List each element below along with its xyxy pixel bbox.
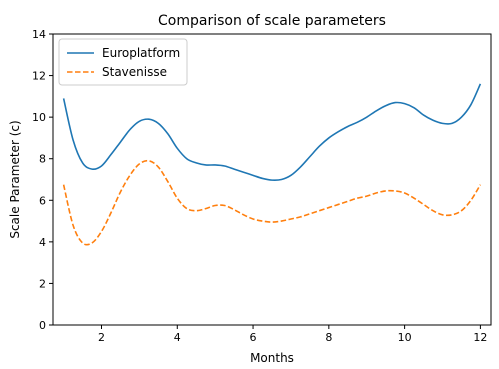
series-layer bbox=[62, 83, 482, 246]
y-tick-label: 2 bbox=[39, 277, 46, 290]
ticks-layer: 2 4 6 8 10 12 0 2 4 6 8 10 12 14 bbox=[32, 28, 487, 344]
x-tick-label: 8 bbox=[325, 331, 332, 344]
legend-label: Stavenisse bbox=[102, 65, 167, 79]
y-tick-label: 8 bbox=[39, 153, 46, 166]
y-tick-label: 0 bbox=[39, 319, 46, 332]
x-tick-label: 2 bbox=[98, 331, 105, 344]
legend: Europlatform Stavenisse bbox=[58, 38, 188, 86]
x-axis-label: Months bbox=[250, 351, 294, 365]
y-tick-label: 10 bbox=[32, 111, 46, 124]
x-tick-label: 6 bbox=[250, 331, 257, 344]
y-tick-label: 6 bbox=[39, 194, 46, 207]
chart-title: Comparison of scale parameters bbox=[158, 13, 386, 29]
y-tick-label: 14 bbox=[32, 28, 46, 41]
x-tick-label: 12 bbox=[473, 331, 487, 344]
y-axis-label: Scale Parameter (c) bbox=[8, 120, 22, 238]
series-line-stavenisse bbox=[62, 159, 482, 246]
legend-box bbox=[58, 38, 188, 86]
x-tick-label: 4 bbox=[174, 331, 181, 344]
x-tick-label: 10 bbox=[398, 331, 412, 344]
y-tick-label: 4 bbox=[39, 236, 46, 249]
plot-frame bbox=[52, 33, 492, 326]
legend-label: Europlatform bbox=[102, 46, 180, 60]
series-line-europlatform bbox=[62, 83, 482, 182]
y-tick-label: 12 bbox=[32, 70, 46, 83]
